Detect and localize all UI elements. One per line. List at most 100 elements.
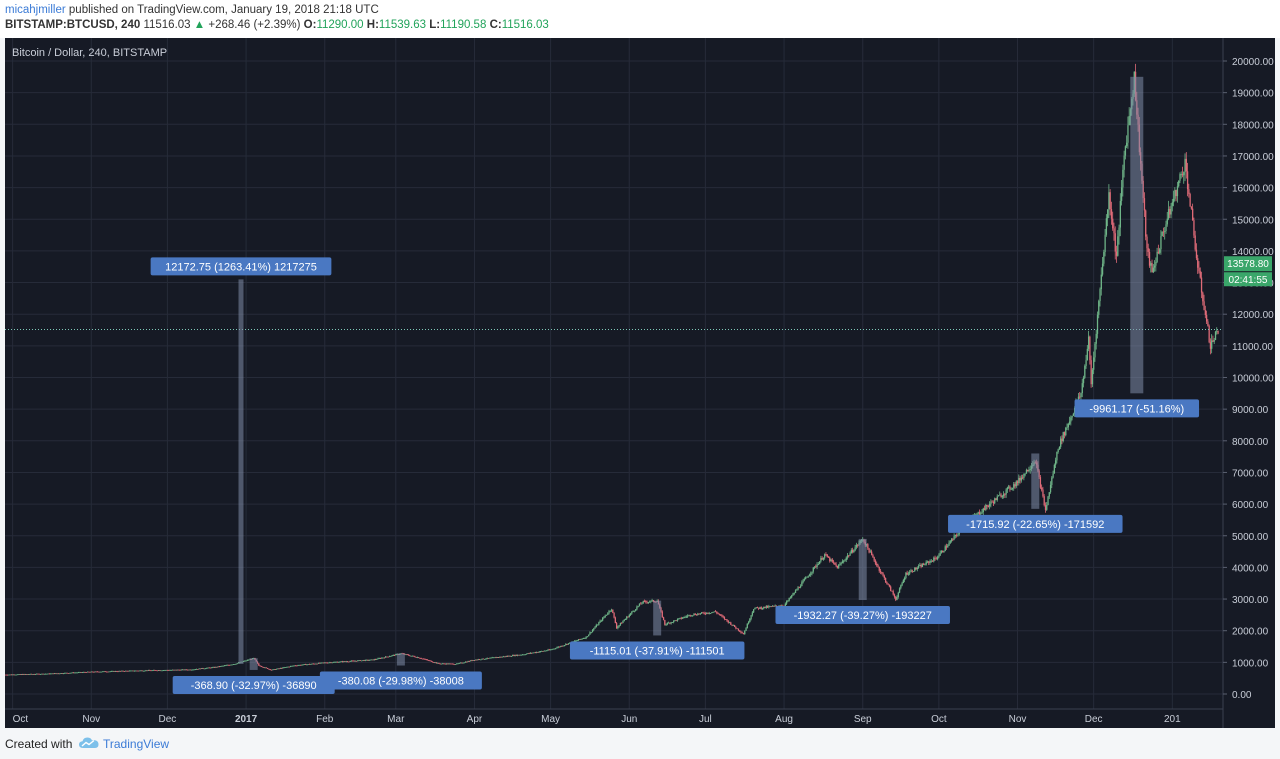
candle-body [88,671,90,673]
tradingview-cloud-icon[interactable] [78,736,100,750]
candle-body [669,622,671,624]
candle-body [978,512,981,515]
price-axis[interactable]: 20000.00 19000.00 18000.00 17000.00 16000.00… [1223,57,1274,701]
candle-body [42,673,44,675]
candle-body [709,613,712,614]
candle-body [272,669,274,671]
candle-body [326,662,328,664]
candle-body [1117,236,1119,256]
candle-body [259,665,261,667]
candle-body [491,657,493,659]
candle-body [1128,115,1130,126]
time-axis[interactable]: Oct Nov Dec 2017 Feb Mar Apr May Jun Jul Aug Sep Oct… [13,714,1181,725]
candle-body [136,670,138,672]
candle-body [62,673,65,675]
candle-body [565,644,567,646]
candle-body [155,670,157,671]
candle-body [213,667,216,668]
candle-body [678,618,680,620]
candle-body [1115,251,1118,256]
candle-body [489,657,491,659]
candle-body [517,654,519,656]
candle-body [732,625,735,626]
candle-body [447,663,449,665]
candle-body [57,673,59,675]
candle-body [468,661,471,662]
x-tick-label: Nov [82,714,100,725]
candle-body [942,550,944,552]
created-with-text: Created with [5,737,73,751]
candle-body [418,657,420,659]
candle-body [485,658,487,660]
candle-body [431,661,434,663]
candle-body [166,669,169,671]
candle-body [797,587,799,590]
candle-body [580,638,582,640]
candle-body [648,601,651,603]
candle-body [227,664,230,666]
candle-body [939,552,941,556]
candle-body [1123,155,1125,170]
candle-body [712,612,714,613]
candle-body [391,655,393,657]
candle-body [772,605,774,607]
candle-body [994,498,996,504]
candle-body [711,612,713,614]
candle-body [794,590,797,593]
candle-body [1103,252,1105,264]
chart-canvas[interactable]: 12172.75 (1263.41%) 1217275 -368.90 (-32.… [5,38,1275,728]
candle-body [1085,360,1087,366]
candle-body [638,603,641,606]
tradingview-link[interactable]: TradingView [103,737,170,751]
candle-body [1107,209,1109,219]
candle-body [1214,331,1217,341]
candle-body [36,673,38,675]
candle-body [697,613,699,616]
candle-body [494,657,496,659]
candle-body [845,557,847,561]
candle-body [246,659,249,661]
measurement-tools[interactable]: 12172.75 (1263.41%) 1217275 -368.90 (-32.… [150,76,1200,694]
candle-body [286,666,288,668]
candle-body [50,673,52,675]
candle-body [37,673,39,675]
candle-body [261,666,264,668]
candle-body [374,659,377,661]
candle-body [824,554,826,558]
candle-body [1098,301,1100,315]
candle-body [662,617,665,620]
candle-body [234,664,236,665]
candle-body [602,617,604,621]
candle-body [948,542,950,546]
candle-body [121,670,123,672]
candle-body [490,657,492,659]
candle-body [532,652,534,654]
candle-body [429,660,431,662]
candle-body [810,573,812,575]
y-tick-label: 18000.00 [1232,120,1274,131]
candle-body [420,658,422,660]
candle-body [798,587,800,589]
author-link[interactable]: micahjmiller [5,4,66,16]
candle-body [407,654,410,656]
price-chart[interactable]: 12172.75 (1263.41%) 1217275 -368.90 (-32.… [5,38,1275,728]
candle-body [421,658,424,660]
candle-body [575,640,577,642]
candle-body [228,664,231,666]
candle-body [1153,265,1156,268]
candle-body [751,612,754,616]
candle-body [980,513,982,515]
candle-body [61,673,63,674]
candle-body [921,564,924,567]
candle-body [109,671,112,673]
candle-body [390,655,392,657]
candle-body [515,654,518,656]
candle-body [945,546,948,548]
candle-body [688,614,690,616]
candle-body [437,662,439,664]
candle-body [1108,192,1110,210]
candle-body [495,657,497,659]
candle-body [826,554,828,558]
candle-body [636,606,638,610]
y-tick-label: 4000.00 [1232,563,1269,574]
